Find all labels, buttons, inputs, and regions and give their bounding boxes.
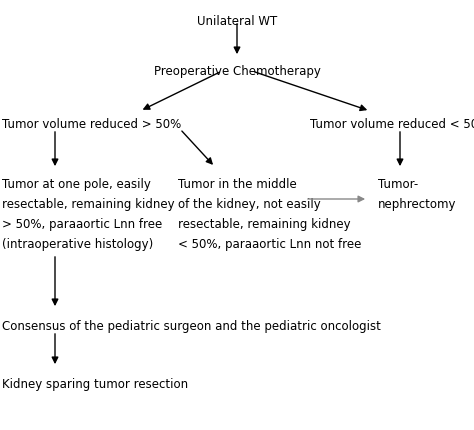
Text: Tumor in the middle: Tumor in the middle <box>178 178 297 190</box>
Text: nephrectomy: nephrectomy <box>378 197 456 211</box>
Text: < 50%, paraaortic Lnn not free: < 50%, paraaortic Lnn not free <box>178 237 361 250</box>
Text: Tumor volume reduced > 50%: Tumor volume reduced > 50% <box>2 118 181 131</box>
Text: resectable, remaining kidney: resectable, remaining kidney <box>178 218 351 230</box>
Text: Preoperative Chemotherapy: Preoperative Chemotherapy <box>154 65 320 78</box>
Text: Kidney sparing tumor resection: Kidney sparing tumor resection <box>2 377 188 390</box>
Text: (intraoperative histology): (intraoperative histology) <box>2 237 153 250</box>
Text: resectable, remaining kidney: resectable, remaining kidney <box>2 197 174 211</box>
Text: Tumor volume reduced < 50%: Tumor volume reduced < 50% <box>310 118 474 131</box>
Text: Unilateral WT: Unilateral WT <box>197 15 277 28</box>
Text: Tumor at one pole, easily: Tumor at one pole, easily <box>2 178 151 190</box>
Text: of the kidney, not easily: of the kidney, not easily <box>178 197 321 211</box>
Text: Tumor-: Tumor- <box>378 178 418 190</box>
Text: > 50%, paraaortic Lnn free: > 50%, paraaortic Lnn free <box>2 218 162 230</box>
Text: Consensus of the pediatric surgeon and the pediatric oncologist: Consensus of the pediatric surgeon and t… <box>2 319 381 332</box>
